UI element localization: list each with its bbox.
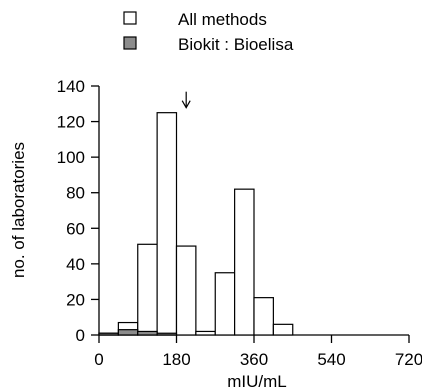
x-tick-label-360: 360: [240, 350, 268, 369]
y-tick-label-80: 80: [66, 184, 85, 203]
bar-all-methods-9: [272, 323, 294, 336]
x-tick-label-180: 180: [162, 350, 190, 369]
bar-biokit-0: [98, 332, 119, 336]
bar-all-methods-4: [175, 245, 197, 336]
legend-label-all-methods: All methods: [178, 10, 267, 29]
y-tick-label-100: 100: [57, 148, 85, 167]
x-tick-label-540: 540: [317, 350, 345, 369]
bar-all-methods-6: [214, 272, 236, 336]
bar-all-methods-7: [234, 188, 255, 336]
bar-biokit-1: [117, 329, 139, 336]
arrow-head: [181, 100, 191, 109]
x-tick-label-720: 720: [395, 350, 422, 369]
y-tick-label-60: 60: [66, 219, 85, 238]
down-arrow-icon: [181, 91, 191, 109]
y-tick-label-140: 140: [57, 77, 85, 96]
x-tick-label-0: 0: [94, 350, 103, 369]
y-ticks: 0 20 40 60 80 100 120 140: [57, 77, 99, 345]
bar-all-methods-2: [137, 243, 158, 336]
legend-label-biokit: Biokit : Bioelisa: [178, 35, 294, 54]
x-ticks: 0 180 360 540 720: [94, 335, 422, 369]
bar-all-methods-8: [253, 297, 274, 336]
bar-biokit-2: [137, 330, 158, 336]
series-all-methods-bars: [98, 112, 294, 336]
bar-biokit-3: [156, 332, 178, 336]
y-tick-label-20: 20: [66, 290, 85, 309]
y-tick-label-0: 0: [76, 326, 85, 345]
y-tick-label-120: 120: [57, 113, 85, 132]
legend-swatch-all-methods: [123, 11, 137, 25]
bar-all-methods-3: [156, 112, 178, 336]
y-axis-label: no. of laboratories: [9, 142, 28, 278]
legend: All methods Biokit : Bioelisa: [123, 10, 294, 54]
series-biokit-bars: [98, 329, 178, 336]
x-axis-label: mIU/mL: [227, 372, 287, 391]
y-tick-label-40: 40: [66, 255, 85, 274]
bar-all-methods-5: [195, 330, 216, 336]
legend-swatch-biokit: [123, 36, 137, 50]
